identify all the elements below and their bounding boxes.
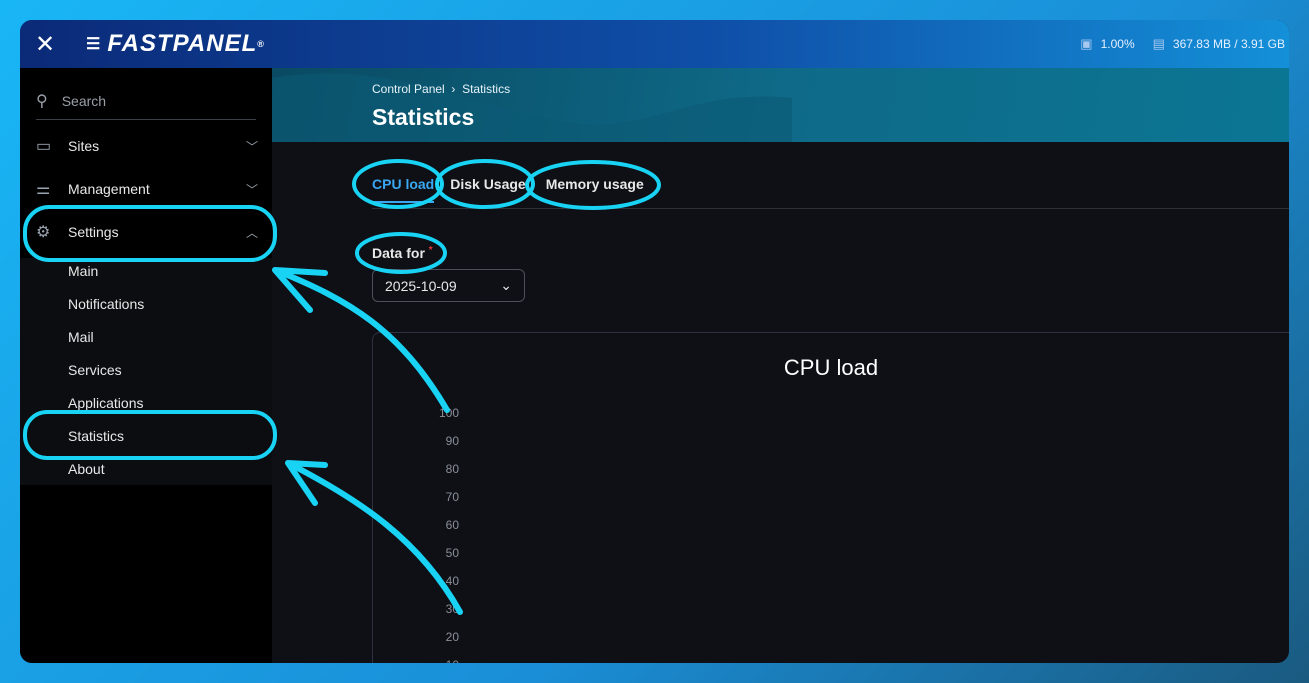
memory-icon: ▤ xyxy=(1152,36,1165,51)
settings-submenu xyxy=(20,258,272,485)
cpu-icon: ▣ xyxy=(1080,36,1093,51)
submenu-main[interactable]: Main xyxy=(68,263,99,279)
y-tick-label: 100 xyxy=(438,406,459,420)
submenu-about[interactable]: About xyxy=(68,461,105,477)
main-content: Control Panel › Statistics Statistics CP… xyxy=(272,68,1289,663)
y-tick-label: 10 xyxy=(413,658,459,663)
submenu-applications[interactable]: Applications xyxy=(68,395,144,411)
cpu-chart: CPU load 100 90 80 70 60 50 40 30 20 10 xyxy=(372,332,1289,663)
tab-divider xyxy=(372,208,1289,209)
search-icon: ⚲ xyxy=(36,92,48,110)
y-tick-label: 60 xyxy=(445,518,459,532)
chevron-down-icon: ⌄ xyxy=(500,277,512,293)
chevron-up-icon: ︿ xyxy=(245,225,258,240)
sliders-icon: ⚌ xyxy=(36,181,51,198)
cpu-value: 1.00% xyxy=(1100,37,1135,51)
submenu-notifications[interactable]: Notifications xyxy=(68,296,145,312)
search-input[interactable]: ⚲ Search xyxy=(36,82,256,120)
memory-value: 367.83 MB / 3.91 GB xyxy=(1172,37,1285,51)
sidebar-item-management[interactable]: ⚌ Management ﹀ xyxy=(36,181,258,198)
y-tick-label: 40 xyxy=(445,574,459,588)
chevron-down-icon: ﹀ xyxy=(245,182,258,197)
close-icon[interactable]: ✕ xyxy=(34,30,56,58)
gear-icon: ⚙ xyxy=(36,224,51,241)
breadcrumb: Control Panel › Statistics xyxy=(372,82,511,96)
logo: ☰ FASTPANEL ® xyxy=(86,30,265,57)
breadcrumb-control-panel[interactable]: Control Panel xyxy=(372,82,445,96)
page-header: Control Panel › Statistics Statistics xyxy=(272,68,1289,142)
page-title: Statistics xyxy=(372,104,475,130)
submenu-services[interactable]: Services xyxy=(68,362,122,378)
y-tick-label: 70 xyxy=(445,490,459,504)
date-select[interactable]: 2025-10-09 ⌄ xyxy=(372,269,525,302)
y-tick-label: 30 xyxy=(445,602,459,616)
browser-icon: ▭ xyxy=(36,138,52,155)
tab-disk-usage[interactable]: Disk Usage xyxy=(450,176,526,192)
sidebar-item-sites[interactable]: ▭ Sites ﹀ xyxy=(36,138,258,155)
top-bar: ✕ ☰ FASTPANEL ® ▣ 1.00% ▤ 367.83 MB / 3.91… xyxy=(20,20,1289,68)
y-tick-label: 20 xyxy=(445,630,459,644)
submenu-statistics[interactable]: Statistics xyxy=(68,428,125,444)
submenu-mail[interactable]: Mail xyxy=(68,329,94,345)
y-tick-label: 50 xyxy=(445,546,459,560)
y-tick-label: 90 xyxy=(445,434,459,448)
data-for-label: Data for * xyxy=(372,245,433,261)
app-window: ✕ ☰ FASTPANEL ® ▣ 1.00% ▤ 367.83 MB / 3.91… xyxy=(20,20,1289,663)
sidebar: ⚲ Search ▭ Sites ﹀ ⚌ Management ﹀ ⚙ Settings ︿ … xyxy=(20,68,272,663)
y-tick-label: 80 xyxy=(445,462,459,476)
tab-memory-usage[interactable]: Memory usage xyxy=(545,176,644,192)
tab-cpu-load[interactable]: CPU load xyxy=(372,176,435,203)
breadcrumb-statistics: Statistics xyxy=(462,82,511,96)
chart-title: CPU load xyxy=(783,355,879,380)
chevron-down-icon: ﹀ xyxy=(245,139,258,154)
tabs: CPU load Disk Usage Memory usage xyxy=(372,176,644,203)
sidebar-item-settings[interactable]: ⚙ Settings ︿ xyxy=(36,224,258,241)
